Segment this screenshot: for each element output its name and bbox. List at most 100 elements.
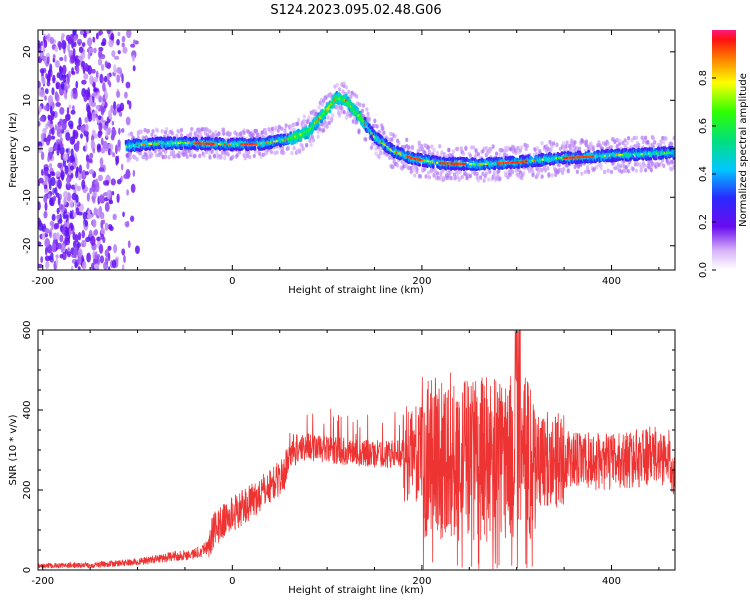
spectrogram-noise-blob [97, 115, 102, 121]
spectrogram-noise-blob [65, 176, 70, 184]
spectrogram-noise-blob [88, 96, 92, 107]
spectrogram-halo-blob [219, 154, 223, 160]
spectrogram-noise-blob [132, 39, 136, 44]
spectrogram-noise-blob [70, 109, 76, 115]
spectrogram-halo-blob [264, 131, 268, 136]
spectrogram-noise-blob [78, 117, 82, 127]
spectrogram-halo-blob [651, 136, 656, 141]
spectrogram-noise-blob [84, 62, 88, 69]
spectrogram-halo-blob [177, 154, 181, 159]
spectrogram-halo-blob [163, 149, 168, 155]
spectrogram-noise-blob [78, 41, 81, 46]
spectrogram-noise-blob [44, 88, 49, 95]
spectrogram-halo-blob [165, 127, 169, 132]
spectrogram-noise-blob [41, 232, 46, 241]
spectrogram-noise-blob [38, 217, 41, 225]
spectrogram-noise-blob [48, 255, 52, 261]
spectrogram-noise-blob [123, 254, 126, 264]
spectrogram-noise-blob [93, 47, 97, 54]
spectrogram-halo-blob [491, 144, 495, 149]
spectrogram-noise-blob [120, 128, 125, 133]
spectrogram-noise-blob [64, 229, 70, 237]
spectrogram-noise-blob [106, 30, 111, 35]
spectrogram-noise-blob [74, 234, 79, 243]
spectrogram-noise-blob [103, 261, 109, 270]
spectrogram-halo-blob [309, 142, 313, 147]
spectrogram-halo-blob [133, 154, 137, 160]
spectrogram-noise-blob [69, 210, 73, 219]
spectrogram-halo-blob [662, 163, 666, 169]
spectrogram-halo-blob [672, 165, 675, 170]
spectrogram-halo-blob [364, 137, 368, 142]
spectrogram-noise-blob [71, 70, 76, 76]
spectrogram-noise-blob [50, 176, 56, 187]
spectrogram-noise-blob [49, 171, 55, 176]
spectrogram-noise-blob [64, 113, 71, 122]
spectrogram-noise-blob [78, 164, 82, 174]
spectrogram-halo-blob [549, 147, 553, 153]
spectrogram-ridge-blob [198, 138, 202, 143]
spectrogram-halo-blob [562, 166, 566, 172]
spectrogram-noise-blob [38, 120, 41, 127]
spectrogram-ridge-blob [292, 130, 296, 135]
spectrogram-noise-blob [88, 47, 94, 54]
spectrogram-halo-blob [441, 168, 445, 173]
spectrogram-ridge-blob [392, 154, 396, 159]
spectrogram-halo-blob [432, 148, 436, 153]
spectrogram-halo-blob [189, 131, 193, 136]
spectrogram-noise-blob [38, 181, 41, 187]
spectrogram-noise-blob [51, 87, 55, 96]
spectrogram-halo-blob [456, 170, 460, 175]
spectrogram-noise-blob [118, 127, 121, 135]
spectrogram-halo-blob [366, 111, 370, 117]
spectrogram-halo-blob [623, 138, 627, 143]
spectrogram-noise-blob [69, 199, 74, 209]
spectrogram-noise-blob [43, 194, 48, 204]
spectrogram-noise-blob [87, 210, 91, 215]
spectrogram-ridge-blob [253, 145, 257, 150]
spectrogram-ridge-blob [560, 151, 564, 155]
spectrogram-halo-blob [375, 124, 379, 129]
spectrogram-halo-blob [223, 155, 227, 161]
spectrogram-halo-blob [200, 127, 204, 132]
spectrogram-noise-blob [43, 35, 46, 44]
spectrogram-halo-blob [237, 150, 242, 155]
spectrogram-noise-blob [43, 55, 47, 65]
spectrogram-noise-blob [59, 133, 63, 138]
spectrogram-halo-blob [327, 120, 331, 126]
spectrogram-noise-blob [130, 183, 136, 193]
spectrogram-halo-blob [426, 145, 430, 150]
spectrogram-halo-blob [397, 140, 401, 145]
spectrogram-noise-blob [50, 112, 55, 121]
spectrogram-halo-blob [498, 152, 502, 157]
spectrogram-noise-blob [112, 213, 117, 220]
spectrogram-halo-blob [566, 169, 570, 174]
spectrogram-noise-blob [46, 33, 51, 43]
spectrogram-noise-blob [65, 148, 69, 153]
spectrogram-noise-blob [126, 189, 129, 196]
spectrogram-halo-blob [373, 118, 377, 123]
spectrogram-noise-blob [99, 255, 105, 264]
spectrogram-noise-blob [41, 75, 45, 84]
spectrogram-halo-blob [540, 141, 544, 146]
spectrogram-noise-blob [118, 111, 123, 117]
spectrogram-halo-blob [347, 89, 351, 95]
spectrogram-halo-blob [644, 167, 648, 173]
spectrogram-halo-blob [295, 121, 300, 126]
spectrogram-noise-blob [84, 89, 89, 94]
spectrogram-noise-blob [77, 248, 83, 258]
spectrogram-halo-blob [508, 172, 512, 177]
spectrogram-noise-blob [90, 68, 96, 74]
spectrogram-noise-blob [73, 41, 77, 48]
spectrogram-noise-blob [55, 82, 61, 90]
spectrogram-noise-blob [112, 152, 116, 158]
spectrogram-noise-blob [104, 201, 110, 212]
spectrogram-halo-blob [179, 127, 184, 133]
spectrogram-halo-blob [411, 167, 416, 173]
spectrogram-noise-blob [132, 169, 136, 177]
spectrogram-halo-blob [390, 137, 394, 142]
spectrogram-halo-blob [603, 169, 607, 175]
spectrogram-noise-blob [84, 219, 89, 227]
spectrogram-noise-blob [97, 174, 103, 182]
spectrogram-noise-blob [104, 143, 110, 152]
